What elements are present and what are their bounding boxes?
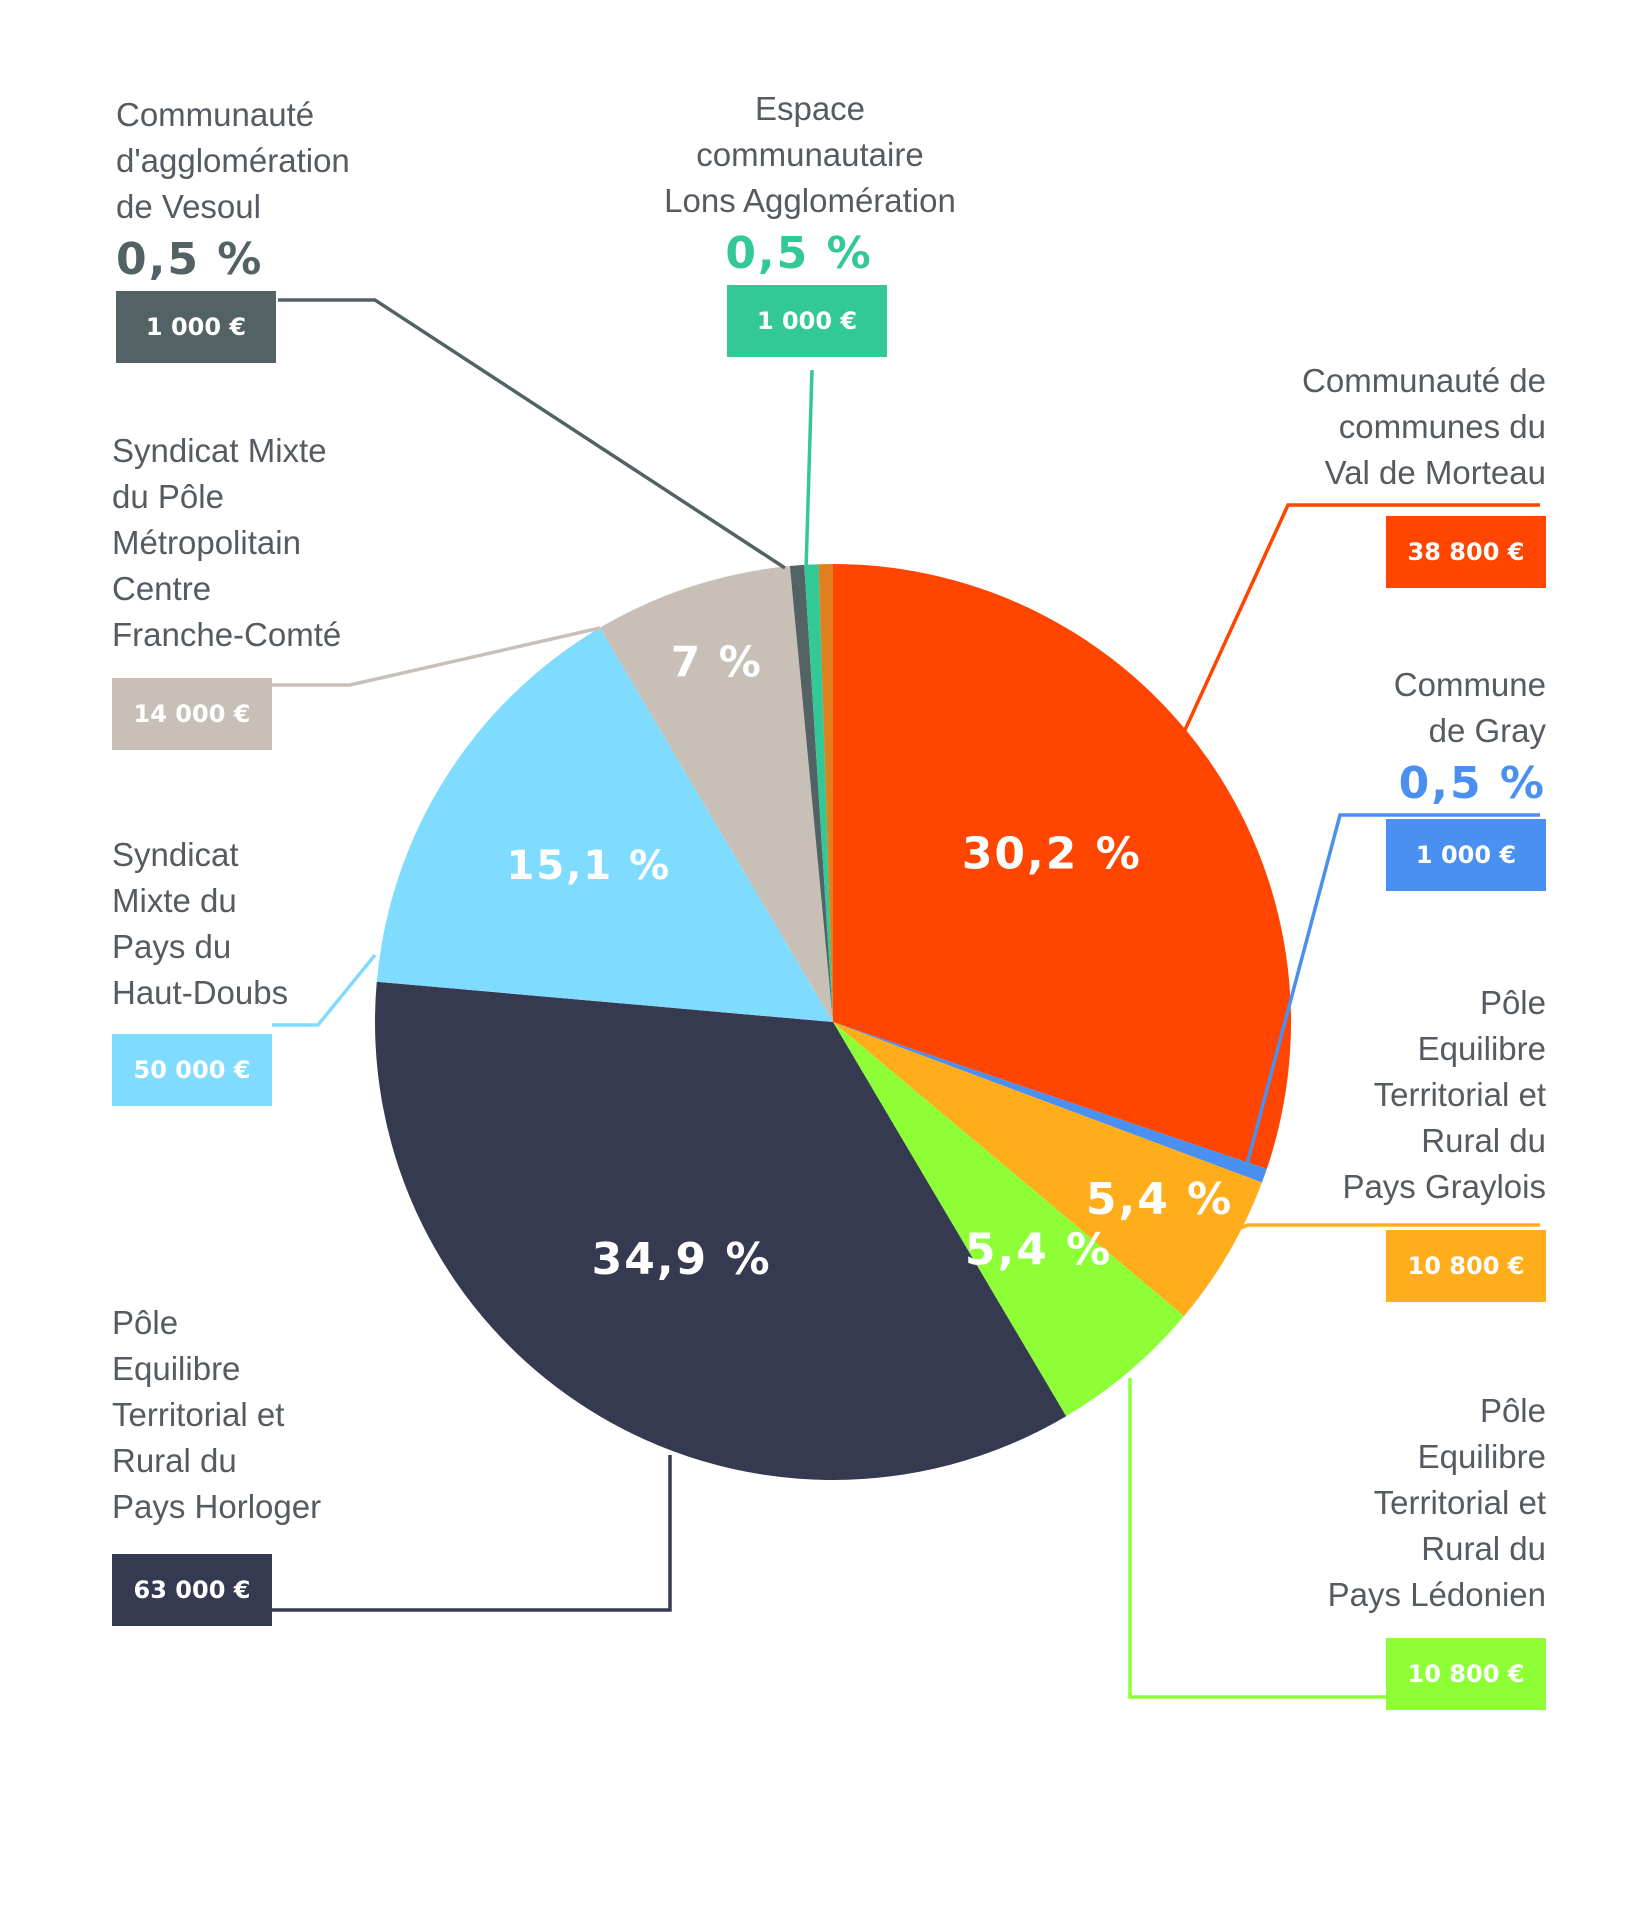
annotation-gray-percent: 0,5 % [1398, 758, 1546, 809]
annotation-morteau-amount: 38 800 € [1386, 516, 1546, 588]
slice-percent-label-5: 34,9 % [592, 1234, 772, 1285]
leader-line-3 [1183, 503, 1540, 731]
leader-line-7 [272, 1455, 672, 1612]
annotation-lons-name: Espace communautaire Lons Agglomération [664, 90, 956, 219]
annotation-gray: Commune de Gray 0,5 % 1 000 € [1240, 662, 1546, 891]
annotation-lons-percent: 0,5 % [725, 228, 873, 279]
slice-percent-label-6: 15,1 % [507, 843, 672, 889]
annotation-hautdoubs: Syndicat Mixte du Pays du Haut-Doubs 50 … [112, 832, 412, 1106]
annotation-vesoul-name: Communauté d'agglomération de Vesoul [116, 96, 350, 225]
annotation-horloger-amount: 63 000 € [112, 1554, 272, 1626]
annotation-ledonien: Pôle Equilibre Territorial et Rural du P… [1240, 1388, 1546, 1710]
annotation-graylois: Pôle Equilibre Territorial et Rural du P… [1240, 980, 1546, 1302]
annotation-morteau-name: Communauté de communes du Val de Morteau [1302, 362, 1546, 491]
annotation-gray-amount: 1 000 € [1386, 819, 1546, 891]
pie-slice-6 [376, 627, 833, 1022]
slice-percent-label-3: 5,4 % [1086, 1174, 1233, 1225]
pie-slice-1 [833, 564, 1291, 1169]
pie-slice-2 [833, 1022, 1267, 1183]
leader-line-5 [1234, 1223, 1540, 1232]
slice-percent-label-7: 7 % [671, 637, 763, 686]
annotation-horloger-name: Pôle Equilibre Territorial et Rural du P… [112, 1304, 322, 1525]
annotation-hautdoubs-name: Syndicat Mixte du Pays du Haut-Doubs [112, 836, 289, 1011]
leader-line-8 [272, 953, 377, 1027]
pie-slice-3 [833, 1022, 1262, 1317]
pie-slice-9 [804, 564, 833, 1022]
annotation-morteau: Communauté de communes du Val de Morteau… [1240, 358, 1546, 588]
pie-slices [374, 564, 1291, 1481]
annotation-lons: Espace communautaire Lons Agglomération … [620, 86, 1000, 357]
annotation-graylois-name: Pôle Equilibre Territorial et Rural du P… [1342, 984, 1546, 1205]
leader-line-9 [272, 626, 601, 687]
annotation-metropole-name: Syndicat Mixte du Pôle Métropolitain Cen… [112, 432, 342, 653]
annotation-horloger: Pôle Equilibre Territorial et Rural du P… [112, 1300, 432, 1626]
slice-percent-labels: 30,2 % 5,4 %5,4 % 34,9 % 15,1 % 7 % [507, 637, 1233, 1285]
leader-line-2 [804, 369, 814, 571]
annotation-vesoul-percent: 0,5 % [116, 234, 264, 285]
annotation-hautdoubs-amount: 50 000 € [112, 1034, 272, 1106]
pie-slice-10 [818, 564, 833, 1022]
annotation-metropole: Syndicat Mixte du Pôle Métropolitain Cen… [112, 428, 432, 750]
annotation-gray-name: Commune de Gray [1393, 666, 1546, 749]
annotation-vesoul-amount: 1 000 € [116, 291, 276, 363]
slice-percent-label-4: 5,4 % [965, 1225, 1112, 1276]
annotation-ledonien-name: Pôle Equilibre Territorial et Rural du P… [1327, 1392, 1546, 1613]
pie-slice-4 [833, 1022, 1185, 1417]
annotation-metropole-amount: 14 000 € [112, 678, 272, 750]
annotation-graylois-amount: 10 800 € [1386, 1230, 1546, 1302]
pie-slice-5 [374, 981, 1067, 1481]
pie-slice-8 [789, 564, 833, 1022]
annotation-ledonien-amount: 10 800 € [1386, 1638, 1546, 1710]
leader-lines [272, 298, 1540, 1699]
annotation-vesoul: Communauté d'agglomération de Vesoul 0,5… [116, 92, 416, 363]
pie-slice-7 [599, 566, 833, 1022]
slice-percent-label-1: 30,2 % [962, 829, 1142, 880]
leader-line-1 [278, 298, 786, 570]
annotation-lons-amount: 1 000 € [727, 285, 887, 357]
leader-line-4 [1243, 813, 1540, 1173]
